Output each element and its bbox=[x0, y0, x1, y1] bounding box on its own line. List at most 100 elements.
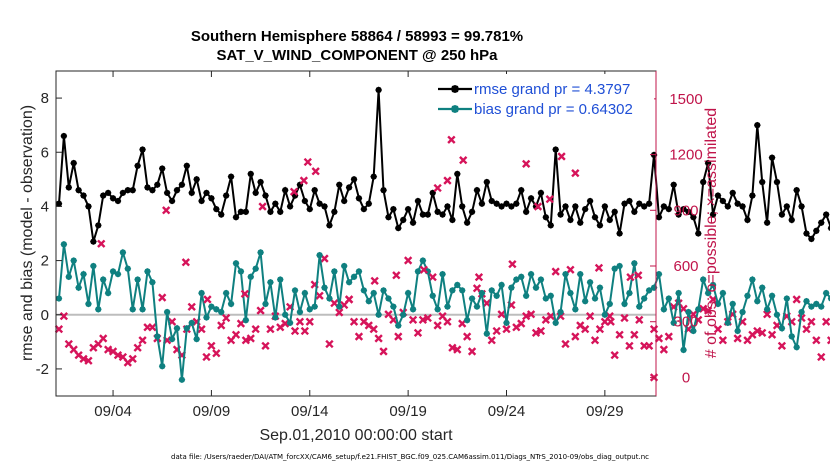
rmse-point bbox=[729, 189, 737, 197]
bias-point bbox=[626, 289, 633, 297]
rmse-point bbox=[90, 238, 97, 245]
rmse-point bbox=[616, 230, 623, 237]
y-right-tick-label: 0 bbox=[682, 369, 690, 386]
rmse-point bbox=[375, 86, 382, 94]
obs-count-marker bbox=[807, 317, 816, 326]
bias-point bbox=[547, 292, 555, 300]
rmse-point bbox=[483, 178, 491, 186]
rmse-point bbox=[409, 219, 417, 226]
bias-point bbox=[168, 335, 176, 343]
obs-count-marker bbox=[699, 304, 708, 313]
bias-point bbox=[109, 268, 117, 275]
bias-point bbox=[286, 319, 294, 327]
rmse-point bbox=[55, 200, 63, 208]
y-right-tick-label: 900 bbox=[673, 202, 698, 219]
bias-point bbox=[350, 273, 358, 281]
obs-count-marker bbox=[492, 326, 501, 336]
bias-point bbox=[335, 303, 343, 310]
rmse-series-line bbox=[58, 89, 830, 242]
rmse-point bbox=[498, 203, 505, 210]
bias-point bbox=[552, 319, 559, 327]
bias-point bbox=[680, 346, 687, 354]
rmse-point bbox=[316, 200, 323, 208]
obs-count-marker bbox=[222, 313, 231, 323]
rmse-point bbox=[193, 176, 200, 183]
bias-point bbox=[439, 270, 446, 278]
rmse-point bbox=[311, 186, 318, 194]
bias-point bbox=[203, 314, 210, 321]
bias-point bbox=[572, 306, 579, 313]
rmse-point bbox=[680, 205, 687, 213]
obs-count-marker bbox=[335, 308, 344, 317]
legend-rmse-label: rmse grand pr = 4.3797 bbox=[474, 81, 630, 98]
bias-point bbox=[532, 284, 540, 291]
rmse-point bbox=[414, 197, 422, 205]
y-right-tick-label: 1500 bbox=[669, 91, 702, 108]
rmse-point bbox=[163, 189, 171, 197]
footer-datafile: data file: /Users/raeder/DAI/ATM_forcXX/… bbox=[171, 453, 649, 461]
rmse-point bbox=[178, 181, 186, 189]
bias-point bbox=[434, 306, 441, 313]
bias-point bbox=[158, 362, 166, 370]
rmse-point bbox=[744, 216, 751, 224]
bias-point bbox=[694, 306, 702, 313]
x-tick-label: 09/14 bbox=[291, 403, 329, 420]
bias-point bbox=[473, 303, 481, 310]
bias-point bbox=[478, 289, 486, 297]
bias-point bbox=[483, 330, 491, 338]
bias-point bbox=[822, 289, 830, 297]
bias-point bbox=[631, 259, 638, 267]
y-left-tick-label: -2 bbox=[36, 361, 49, 378]
rmse-point bbox=[596, 222, 604, 229]
rmse-point bbox=[493, 200, 500, 208]
rmse-point bbox=[626, 197, 633, 205]
obs-count-marker bbox=[733, 334, 742, 343]
legend-box bbox=[430, 74, 654, 122]
rmse-point bbox=[572, 203, 579, 210]
rmse-point bbox=[144, 184, 151, 191]
obs-count-marker bbox=[349, 317, 359, 326]
bias-point bbox=[262, 300, 269, 308]
bias-point bbox=[665, 295, 673, 302]
obs-count-marker bbox=[128, 354, 137, 364]
bias-point bbox=[542, 295, 550, 302]
obs-count-marker bbox=[590, 336, 600, 345]
rmse-point bbox=[286, 203, 294, 210]
rmse-point bbox=[208, 194, 215, 202]
rmse-point bbox=[247, 170, 255, 178]
obs-count-marker bbox=[531, 328, 541, 338]
obs-count-marker bbox=[467, 347, 477, 356]
bias-point bbox=[601, 311, 609, 319]
rmse-point bbox=[419, 211, 427, 218]
bias-point bbox=[114, 270, 122, 278]
obs-count-marker bbox=[181, 258, 190, 267]
rmse-point bbox=[262, 192, 269, 199]
bias-point bbox=[365, 297, 373, 305]
y-axis-left-label: rmse and bias (model - observation) bbox=[19, 105, 36, 361]
rmse-point bbox=[488, 197, 496, 205]
bias-point bbox=[306, 306, 314, 313]
rmse-point bbox=[749, 192, 756, 199]
rmse-point bbox=[114, 197, 122, 205]
bias-point bbox=[80, 270, 87, 278]
bias-point bbox=[729, 300, 737, 308]
obs-count-marker bbox=[802, 324, 811, 334]
obs-count-marker bbox=[428, 272, 437, 282]
rmse-point bbox=[557, 211, 564, 218]
rmse-point bbox=[660, 203, 668, 210]
bias-point bbox=[645, 287, 653, 294]
obs-count-marker bbox=[606, 317, 615, 326]
bias-point bbox=[272, 314, 279, 321]
obs-count-marker bbox=[634, 271, 643, 280]
y-axis-right-label: # of obs: o=possible; ×=assimilated bbox=[703, 108, 720, 358]
bias-point bbox=[640, 295, 648, 302]
rmse-point bbox=[276, 208, 284, 216]
rmse-point bbox=[562, 203, 569, 210]
bias-point bbox=[803, 297, 810, 305]
legend-bias-label: bias grand pr = 0.64302 bbox=[474, 101, 633, 118]
bias-point bbox=[119, 249, 127, 256]
rmse-point bbox=[158, 165, 166, 172]
obs-count-marker bbox=[625, 341, 634, 351]
bias-point bbox=[611, 265, 618, 273]
obs-count-marker bbox=[148, 323, 157, 332]
